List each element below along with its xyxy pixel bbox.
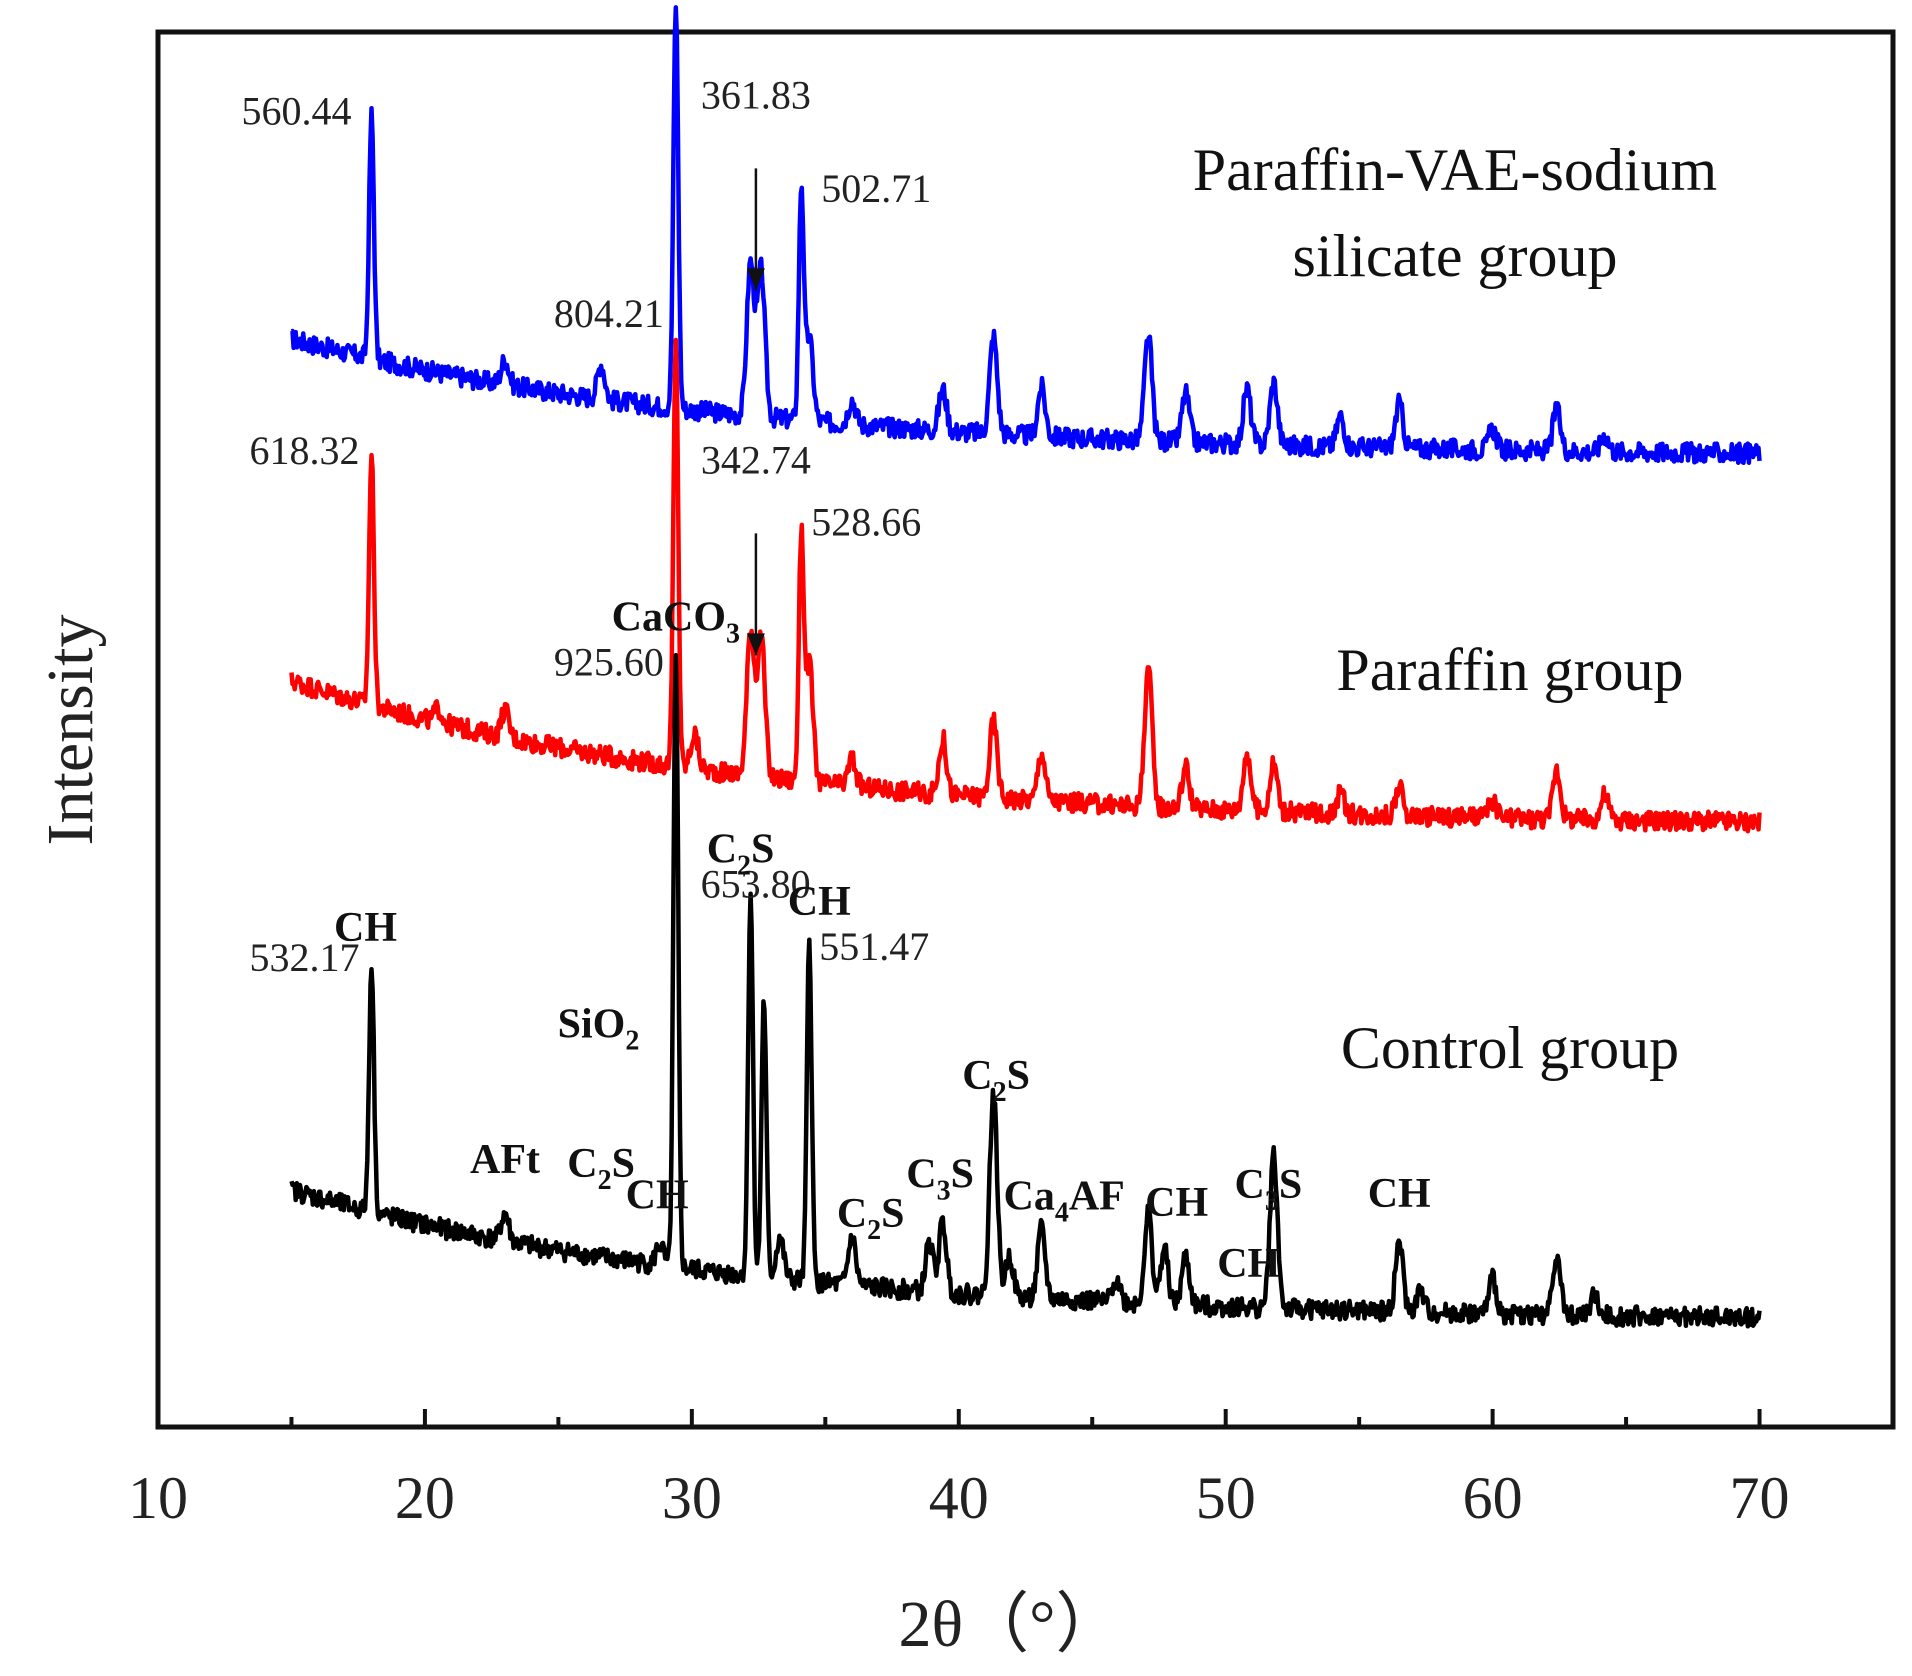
peak-value-label: 618.32 (250, 428, 360, 473)
phase-label: C2S (837, 1191, 905, 1246)
y-axis-title: Intensity (34, 615, 107, 846)
phase-label: CH (626, 1173, 689, 1219)
label-layer: Paraffin-VAE-sodium silicate group Paraffi… (242, 0, 1718, 1287)
phase-label: CH (1217, 1241, 1280, 1287)
plot-frame (155, 29, 1896, 1430)
phase-main: CH (334, 905, 397, 951)
phase-sub: 2 (625, 1025, 639, 1056)
phase-main: Ca (1004, 1174, 1055, 1220)
phase-rest: AF (1069, 1174, 1125, 1220)
x-axis-title: 2θ（°） (898, 1588, 1121, 1661)
phase-label: CaCO3 (612, 594, 740, 649)
phase-main: C (906, 1151, 936, 1197)
peak-value-label: 804.21 (554, 291, 664, 336)
phase-sub: 2 (867, 1215, 881, 1246)
phase-sub: 2 (993, 1077, 1007, 1108)
phase-main: CH (1368, 1171, 1431, 1217)
phase-main: C (707, 826, 737, 872)
phase-label: C3S (906, 1151, 974, 1206)
phase-label: C2S (707, 826, 775, 881)
peak-value-label: 532.17 (250, 935, 360, 980)
phase-label: CH (788, 879, 851, 925)
phase-rest: S (951, 1151, 974, 1197)
peak-arrow-head (746, 633, 765, 656)
peak-value-label: 502.71 (821, 166, 931, 211)
peak-value-label: 925.60 (554, 639, 664, 684)
x-tick-label: 10 (128, 1465, 188, 1531)
phase-main: C (1235, 1162, 1265, 1208)
peak-value-label: 361.83 (701, 72, 811, 117)
phase-main: CH (1145, 1180, 1208, 1226)
series-line-2 (289, 652, 1762, 1329)
phase-label: C2S (567, 1141, 635, 1196)
phase-rest: S (751, 826, 774, 872)
phase-label: SiO2 (558, 1001, 640, 1056)
peak-value-label: 551.47 (819, 924, 929, 969)
phase-rest: S (881, 1191, 904, 1237)
phase-rest: S (1279, 1162, 1302, 1208)
phase-label: AFt (470, 1137, 540, 1183)
x-tick-label: 30 (662, 1465, 722, 1531)
phase-main: C (567, 1141, 597, 1187)
peak-value-label: 560.44 (242, 89, 352, 134)
phase-sub: 2 (598, 1165, 612, 1196)
x-tick-label: 40 (929, 1465, 989, 1531)
phase-main: C (837, 1191, 867, 1237)
series-name-label: Paraffin-VAE-sodium (1193, 137, 1717, 203)
phase-label: CH (1368, 1171, 1431, 1217)
phase-sub: 2 (737, 850, 751, 881)
series-line-1 (289, 337, 1762, 834)
phase-sub: 3 (1265, 1186, 1279, 1217)
phase-main: CH (788, 879, 851, 925)
peak-arrow-head (746, 268, 765, 291)
x-tick-label: 60 (1463, 1465, 1523, 1531)
peak-value-label: 653.80 (701, 861, 811, 906)
series-name-label: silicate group (1293, 223, 1618, 289)
series-line-0 (290, 5, 1762, 466)
phase-label: C3S (1235, 1162, 1303, 1217)
series-name-label: Paraffin group (1336, 637, 1683, 703)
phase-label: C2S (962, 1053, 1030, 1108)
phase-sub: 4 (1055, 1198, 1069, 1229)
phase-sub: 3 (726, 618, 740, 649)
phase-main: C (962, 1053, 992, 1099)
phase-main: CH (626, 1173, 689, 1219)
phase-main: SiO (558, 1001, 626, 1047)
phase-main: CH (1217, 1241, 1280, 1287)
x-axis-ticks: 10 20 30 40 50 60 70 (128, 1409, 1790, 1531)
x-tick-label: 50 (1196, 1465, 1256, 1531)
phase-main: CaCO (612, 594, 726, 640)
phase-label: CH (334, 905, 397, 951)
phase-label: Ca4AF (1004, 1174, 1125, 1229)
phase-rest: S (1007, 1053, 1030, 1099)
phase-label: CH (1145, 1180, 1208, 1226)
peak-value-label: 342.74 (701, 437, 811, 482)
phase-rest: S (612, 1141, 635, 1187)
peak-value-label: 704.25 (554, 0, 664, 3)
phase-sub: 3 (937, 1175, 951, 1206)
x-tick-label: 20 (395, 1465, 455, 1531)
series-name-label: Control group (1341, 1015, 1679, 1081)
peak-value-label: 528.66 (811, 499, 921, 544)
x-tick-label: 70 (1730, 1465, 1790, 1531)
phase-main: AFt (470, 1137, 540, 1183)
series-layer (289, 5, 1762, 1329)
